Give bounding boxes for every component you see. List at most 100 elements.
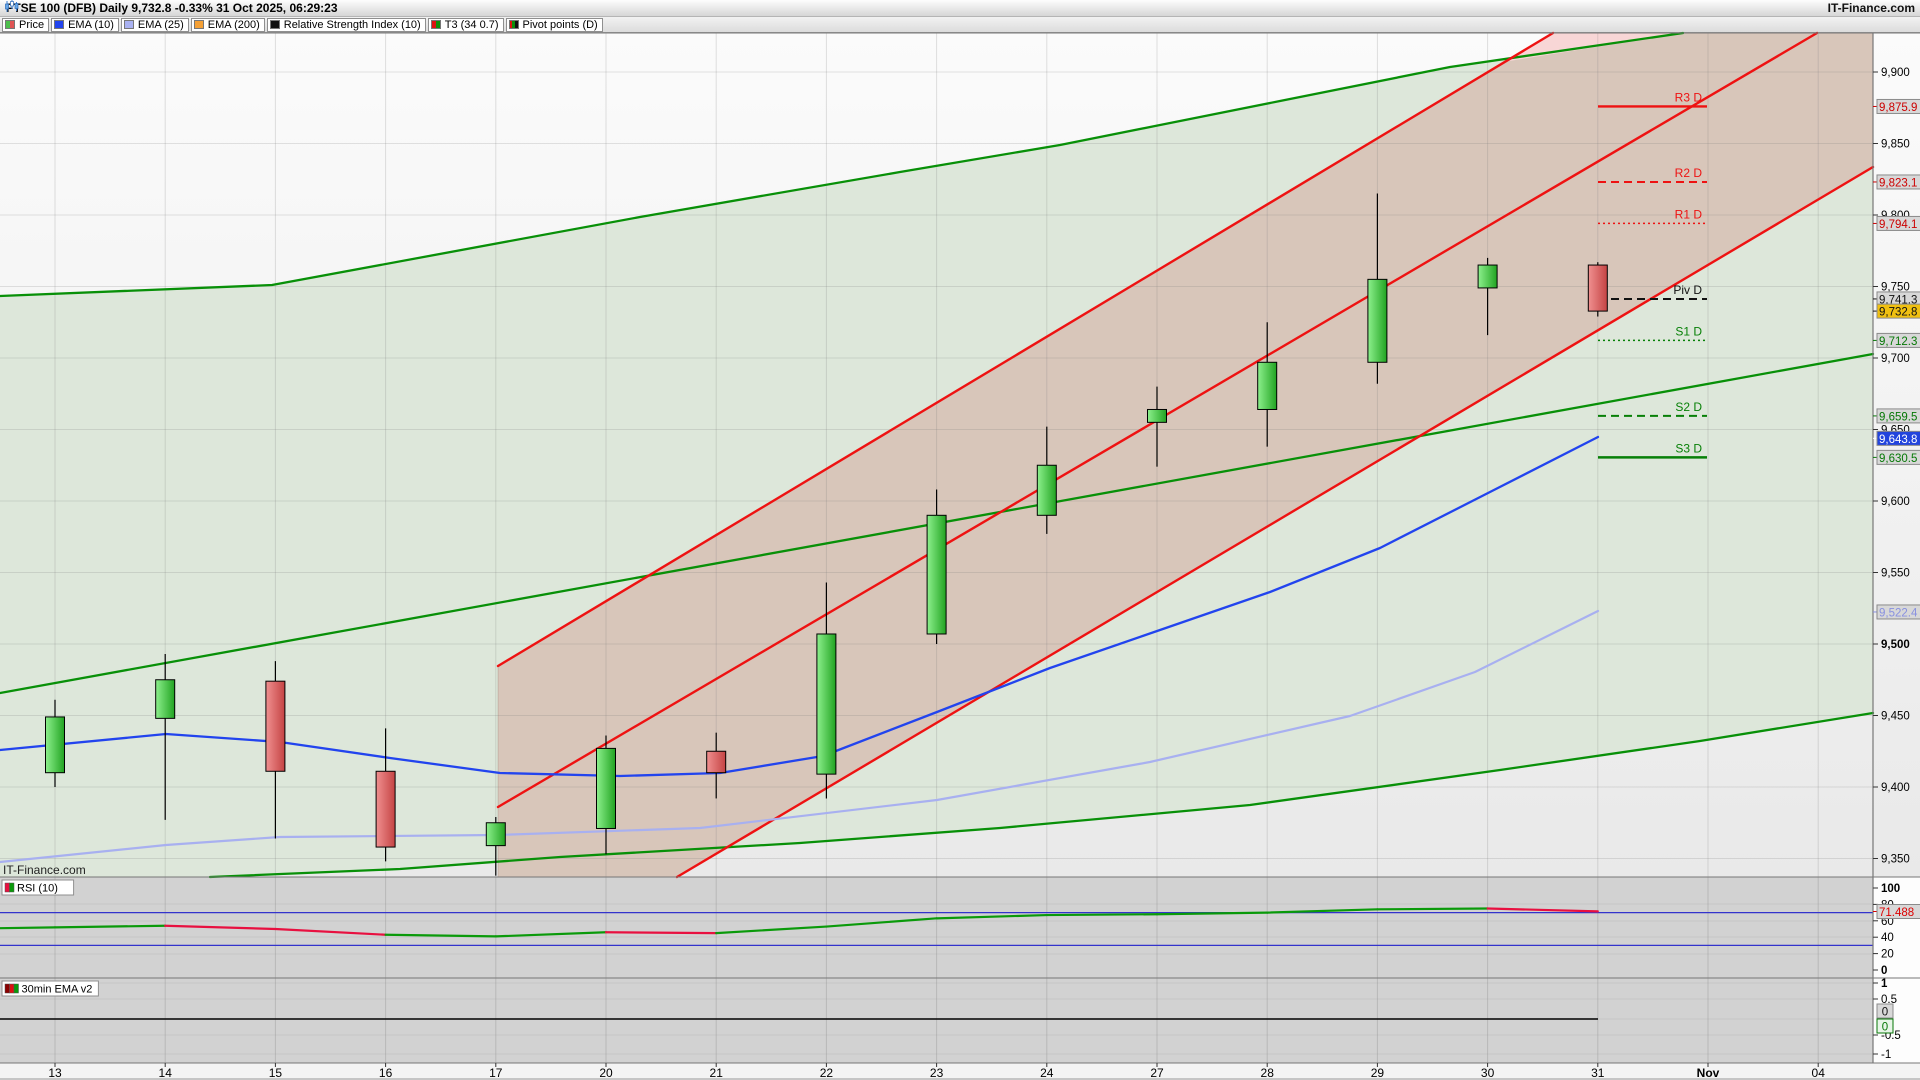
date-tick-24: 24 [1040,1066,1054,1080]
svg-text:9,522.4: 9,522.4 [1879,607,1918,619]
candle-23[interactable] [926,489,947,644]
price-tick: 9,550 [1881,568,1910,580]
svg-text:9,712.3: 9,712.3 [1879,336,1917,348]
legend-swatch-icon [193,20,204,29]
price-value-box: 9,823.1 [1873,174,1920,190]
date-tick-28: 28 [1261,1066,1275,1080]
candle-20[interactable] [596,735,616,855]
candle-28[interactable] [1257,322,1278,447]
svg-text:9,794.1: 9,794.1 [1879,219,1917,231]
legend-item-label: Price [19,18,45,31]
candle-31[interactable] [1587,262,1608,317]
price-value-box: 9,712.3 [1873,332,1920,348]
axis-frame [0,32,1920,1080]
price-candles [45,193,1608,876]
ema30-tick: 0.5 [1881,994,1897,1006]
pivot-label: R1 D [1675,207,1703,221]
legend-item-label: EMA (200) [207,18,260,31]
legend-item-relative-strength-index-10[interactable]: Relative Strength Index (10) [266,17,426,32]
candle-30[interactable] [1477,257,1498,336]
candle-13[interactable] [45,699,65,787]
candle-14[interactable] [155,654,176,820]
candle-21[interactable] [706,732,727,799]
legend-item-ema-10[interactable]: EMA (10) [51,17,119,32]
title-bar: FTSE 100 (DFB) Daily 9,732.8 -0.33% 31 O… [0,0,1920,17]
price-tick: 9,500 [1881,639,1910,651]
date-tick-20: 20 [599,1066,613,1080]
price-value-box: 9,794.1 [1873,215,1920,231]
legend-item-price[interactable]: Price [2,17,50,32]
pivot-levels: R3 D R2 D R1 D Piv D S1 D S2 D S3 D [1598,90,1707,459]
ema30-legend-chip[interactable]: 30min EMA v2 [1,980,99,997]
legend-swatch-icon [54,20,65,29]
svg-text:9,659.5: 9,659.5 [1879,411,1917,423]
legend-item-ema-200[interactable]: EMA (200) [190,17,265,32]
ema30-value-box: 0 [1876,1018,1894,1034]
price-value-box: 9,732.8 [1873,303,1920,319]
date-tick-22: 22 [820,1066,834,1080]
candle-17[interactable] [485,817,506,876]
watermark-label: IT-Finance.com [3,863,86,877]
rsi-tick: 20 [1881,949,1894,961]
channel-upper-line [496,31,1555,668]
rsi-tick: 100 [1881,883,1900,895]
svg-text:9,630.5: 9,630.5 [1879,453,1917,465]
rsi-value-box: 71.488 [1873,904,1920,919]
t3-upper-line [0,31,1685,298]
date-tick-29: 29 [1371,1066,1385,1080]
pivot-label: S3 D [1675,441,1702,455]
rsi-axis: 10080604020071.488 [1873,883,1920,977]
date-tick-Nov: Nov [1697,1066,1720,1080]
price-tick: 9,700 [1881,353,1910,365]
price-value-box: 9,630.5 [1873,449,1920,465]
price-tick: 9,900 [1881,67,1910,79]
t3-lower-line [208,711,1875,879]
ema30-tick: 1 [1881,978,1888,990]
legend-item-ema-25[interactable]: EMA (25) [120,17,189,32]
legend-swatch-icon [269,20,280,29]
date-axis: 13 14 15 16 17 20 21 22 23 24 27 28 29 30 31 Nov 04 [48,1063,1825,1080]
date-tick-30: 30 [1481,1066,1495,1080]
ema30-value-box: 0 [1876,1003,1894,1019]
svg-text:0: 0 [1882,1022,1888,1034]
date-tick-14: 14 [159,1066,173,1080]
legend-item-label: Pivot points (D) [522,18,598,31]
svg-text:71.488: 71.488 [1879,907,1914,919]
ema30-axis: 10.5-0.5-100 [1873,978,1901,1061]
pivot-label: S2 D [1675,400,1702,414]
price-value-box: 9,741.3 [1873,291,1920,307]
svg-text:30min EMA v2: 30min EMA v2 [22,984,93,996]
legend-swatch-icon [123,20,134,29]
candle-29[interactable] [1367,193,1388,384]
brand-label: IT-Finance.com [1827,1,1915,15]
chart-title: FTSE 100 (DFB) Daily 9,732.8 -0.33% 31 O… [6,1,338,15]
candle-16[interactable] [375,728,396,862]
candle-15[interactable] [265,661,286,839]
legend-swatch-icon [508,20,519,29]
price-value-box: 9,643.8 [1873,430,1920,446]
date-tick-16: 16 [379,1066,393,1080]
watermark: IT-Finance.com [3,863,86,877]
price-tick: 9,350 [1881,854,1910,866]
candle-27[interactable] [1147,386,1167,467]
price-tick: 9,850 [1881,139,1910,151]
svg-text:9,823.1: 9,823.1 [1879,177,1917,189]
rsi-legend-chip[interactable]: RSI (10) [1,879,75,896]
date-tick-04: 04 [1812,1066,1826,1080]
date-tick-27: 27 [1150,1066,1164,1080]
legend-item-t3-34-0-7[interactable]: T3 (34 0.7) [427,17,504,32]
ema30-tick: -1 [1881,1049,1891,1061]
legend-item-label: EMA (10) [68,18,114,31]
ema25-line [0,609,1600,864]
date-tick-15: 15 [269,1066,283,1080]
date-tick-21: 21 [710,1066,724,1080]
date-tick-23: 23 [930,1066,944,1080]
candle-22[interactable] [816,582,837,799]
pivot-label: R2 D [1675,166,1703,180]
price-value-box: 9,875.9 [1873,98,1920,114]
candle-24[interactable] [1036,426,1057,534]
svg-text:0: 0 [1882,1007,1888,1019]
legend-item-pivot-points-d[interactable]: Pivot points (D) [505,17,603,32]
